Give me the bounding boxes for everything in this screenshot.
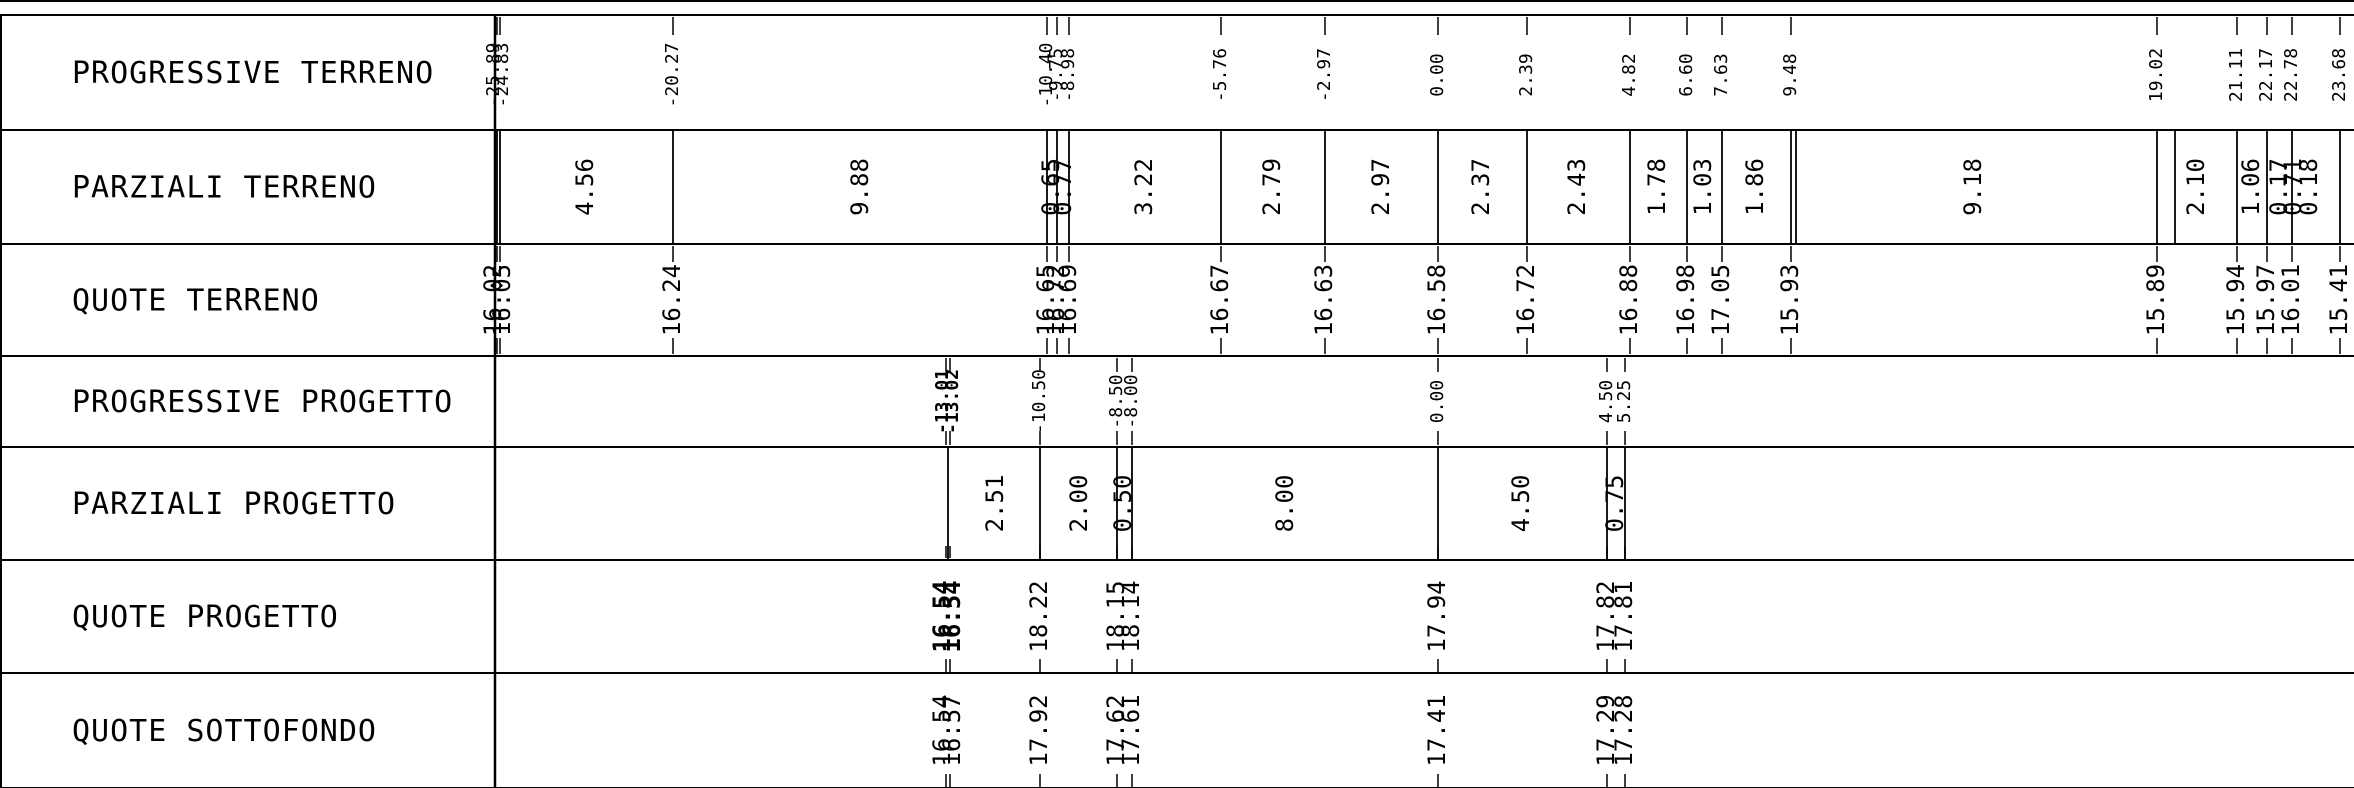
terrain-progressive-value: 6.60 — [1676, 53, 1697, 96]
project-elevation-value: 17.94 — [1423, 580, 1451, 652]
terrain-elevation-value: 16.02 — [479, 264, 507, 336]
terrain-elevation-value: 16.63 — [1310, 264, 1338, 336]
project-progressive-value: -13.02 — [942, 369, 963, 434]
terrain-elevation-value: 16.24 — [658, 264, 686, 336]
project-elevation-value: 16.54 — [928, 580, 956, 652]
project-partial-value: 0.75 — [1601, 475, 1629, 533]
terrain-progressive-value: 21.11 — [2226, 48, 2247, 102]
terrain-progressive-value: -25.89 — [483, 42, 504, 107]
project-partial-value: 8.00 — [1271, 475, 1299, 533]
terrain-progressive-value: -10.40 — [1036, 42, 1057, 107]
terrain-elevation-value: 16.67 — [1206, 264, 1234, 336]
terrain-progressive-value: -24.83 — [492, 42, 513, 107]
row-label: QUOTE PROGETTO — [72, 600, 339, 635]
terrain-progressive-value: 22.17 — [2256, 48, 2277, 102]
subgrade-elevation-value: 17.92 — [1025, 694, 1053, 766]
terrain-partial-value: 0.71 — [2279, 158, 2307, 216]
terrain-progressive-value: -20.27 — [662, 42, 683, 107]
terrain-partial-value: 2.10 — [2182, 158, 2210, 216]
terrain-partial-value: 3.22 — [1130, 158, 1158, 216]
project-elevation-value: 18.22 — [1025, 580, 1053, 652]
terrain-progressive-value: 9.48 — [1780, 53, 1801, 96]
project-progressive-value: 4.50 — [1596, 380, 1617, 423]
row-label: PARZIALI TERRENO — [72, 171, 377, 206]
terrain-elevation-value: 17.05 — [1707, 264, 1735, 336]
project-progressive-value: -10.50 — [1029, 369, 1050, 434]
terrain-elevation-value: 16.72 — [1042, 264, 1070, 336]
terrain-partial-value: 2.79 — [1258, 158, 1286, 216]
terrain-partial-value: 2.97 — [1367, 158, 1395, 216]
terrain-progressive-value: 0.00 — [1427, 53, 1448, 96]
terrain-partial-value: 0.18 — [2295, 158, 2323, 216]
row-label: PARZIALI PROGETTO — [72, 487, 396, 522]
subgrade-elevation-value: 17.28 — [1610, 694, 1638, 766]
subgrade-elevation-value: 16.54 — [928, 694, 956, 766]
terrain-progressive-value: 23.68 — [2329, 48, 2350, 102]
subgrade-elevation-value: 17.41 — [1423, 694, 1451, 766]
terrain-elevation-value: 15.41 — [2325, 264, 2353, 336]
row-label: PROGRESSIVE TERRENO — [72, 56, 434, 91]
terrain-progressive-value: 7.63 — [1711, 53, 1732, 96]
project-elevation-value: 18.15 — [1102, 580, 1130, 652]
terrain-progressive-value: 19.02 — [2146, 48, 2167, 102]
terrain-progressive-value: 4.82 — [1619, 53, 1640, 96]
table-values: -25.89 16.02 -24.83 16.05 -20.27 16.24 -10.40 1… — [479, 42, 2353, 766]
terrain-elevation-value: 15.97 — [2252, 264, 2280, 336]
terrain-partial-value: 9.18 — [1959, 158, 1987, 216]
terrain-partial-value: 0.65 — [1037, 158, 1065, 216]
project-partial-value: 4.50 — [1507, 475, 1535, 533]
project-elevation-value: 17.81 — [1610, 580, 1638, 652]
terrain-elevation-value: 16.98 — [1672, 264, 1700, 336]
terrain-progressive-value: 22.78 — [2281, 48, 2302, 102]
terrain-elevation-value: 16.01 — [2277, 264, 2305, 336]
terrain-elevation-value: 16.05 — [488, 264, 516, 336]
subgrade-elevation-value: 16.57 — [938, 694, 966, 766]
terrain-progressive-value: -2.97 — [1314, 48, 1335, 102]
project-elevation-value: 16.54 — [938, 580, 966, 652]
terrain-elevation-value: 15.89 — [2142, 264, 2170, 336]
terrain-partial-value: 0.17 — [2265, 158, 2293, 216]
project-progressive-value: -8.00 — [1121, 374, 1142, 428]
terrain-partial-value: 9.88 — [846, 158, 874, 216]
project-progressive-value: -13.01 — [932, 369, 953, 434]
terrain-progressive-value: -8.98 — [1058, 48, 1079, 102]
project-progressive-value: -8.50 — [1106, 374, 1127, 428]
terrain-elevation-value: 16.58 — [1423, 264, 1451, 336]
project-partial-value: 2.00 — [1065, 475, 1093, 533]
project-elevation-value: 18.14 — [1117, 580, 1145, 652]
project-partial-value: 2.51 — [981, 475, 1009, 533]
project-elevation-value: 17.82 — [1592, 580, 1620, 652]
terrain-progressive-value: -5.76 — [1210, 48, 1231, 102]
terrain-progressive-value: -9.75 — [1046, 48, 1067, 102]
project-progressive-value: 5.25 — [1614, 380, 1635, 423]
terrain-partial-value: 1.03 — [1689, 158, 1717, 216]
terrain-partial-value: 1.78 — [1643, 158, 1671, 216]
project-partial-value: 0.50 — [1109, 475, 1137, 533]
project-progressive-value: 0.00 — [1427, 380, 1448, 423]
terrain-elevation-value: 16.69 — [1054, 264, 1082, 336]
terrain-partial-value: 4.56 — [571, 158, 599, 216]
subgrade-elevation-value: 17.61 — [1117, 694, 1145, 766]
terrain-elevation-value: 16.72 — [1512, 264, 1540, 336]
terrain-elevation-value: 15.94 — [2222, 264, 2250, 336]
terrain-progressive-value: 2.39 — [1516, 53, 1537, 96]
row-label: QUOTE TERRENO — [72, 284, 320, 319]
row-label: PROGRESSIVE PROGETTO — [72, 385, 453, 420]
row-labels: PROGRESSIVE TERRENO PARZIALI TERRENO QUOTE… — [72, 56, 453, 749]
terrain-elevation-value: 15.93 — [1776, 264, 1804, 336]
terrain-elevation-value: 16.65 — [1032, 264, 1060, 336]
terrain-partial-value: 0.77 — [1049, 158, 1077, 216]
terrain-elevation-value: 16.88 — [1615, 264, 1643, 336]
subgrade-elevation-value: 17.29 — [1592, 694, 1620, 766]
terrain-partial-value: 2.43 — [1563, 158, 1591, 216]
terrain-partial-value: 2.37 — [1467, 158, 1495, 216]
terrain-partial-value: 1.86 — [1741, 158, 1769, 216]
row-label: QUOTE SOTTOFONDO — [72, 714, 377, 749]
terrain-partial-value: 1.06 — [2237, 158, 2265, 216]
subgrade-elevation-value: 17.62 — [1102, 694, 1130, 766]
